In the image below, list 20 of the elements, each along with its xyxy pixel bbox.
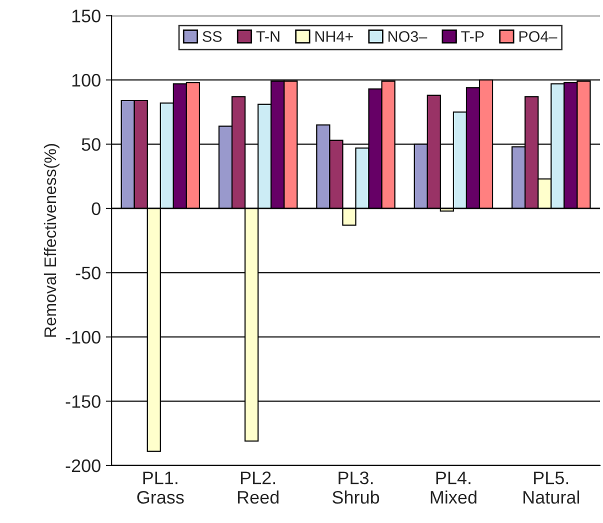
x-tick-label: PL4. Mixed (430, 472, 476, 504)
legend-label: T-P (461, 31, 484, 42)
y-tick-label: -50 (76, 266, 100, 280)
x-tick-label: PL5. Natural (524, 472, 580, 504)
x-tick-label: PL2. Reed (238, 472, 279, 504)
x-tick-label: PL1. Grass (137, 472, 184, 504)
y-tick-label: -100 (66, 330, 100, 344)
y-tick-label: 0 (92, 202, 100, 216)
y-tick-label: 100 (72, 74, 100, 87)
y-tick-label: -200 (66, 459, 100, 472)
y-tick-label: 150 (72, 10, 100, 22)
y-tick-label: 50 (82, 138, 100, 151)
x-tick-label: PL3. Shrub (332, 472, 380, 504)
legend-label: SS (202, 31, 222, 42)
legend-label: T-N (256, 31, 280, 42)
y-axis-title: Removal Effectiveness(%) (44, 144, 60, 337)
legend-label: PO4– (519, 31, 558, 42)
y-tick-label: -150 (66, 395, 100, 408)
legend-label: NH4+ (315, 31, 353, 42)
legend-label: NO3– (388, 31, 428, 42)
